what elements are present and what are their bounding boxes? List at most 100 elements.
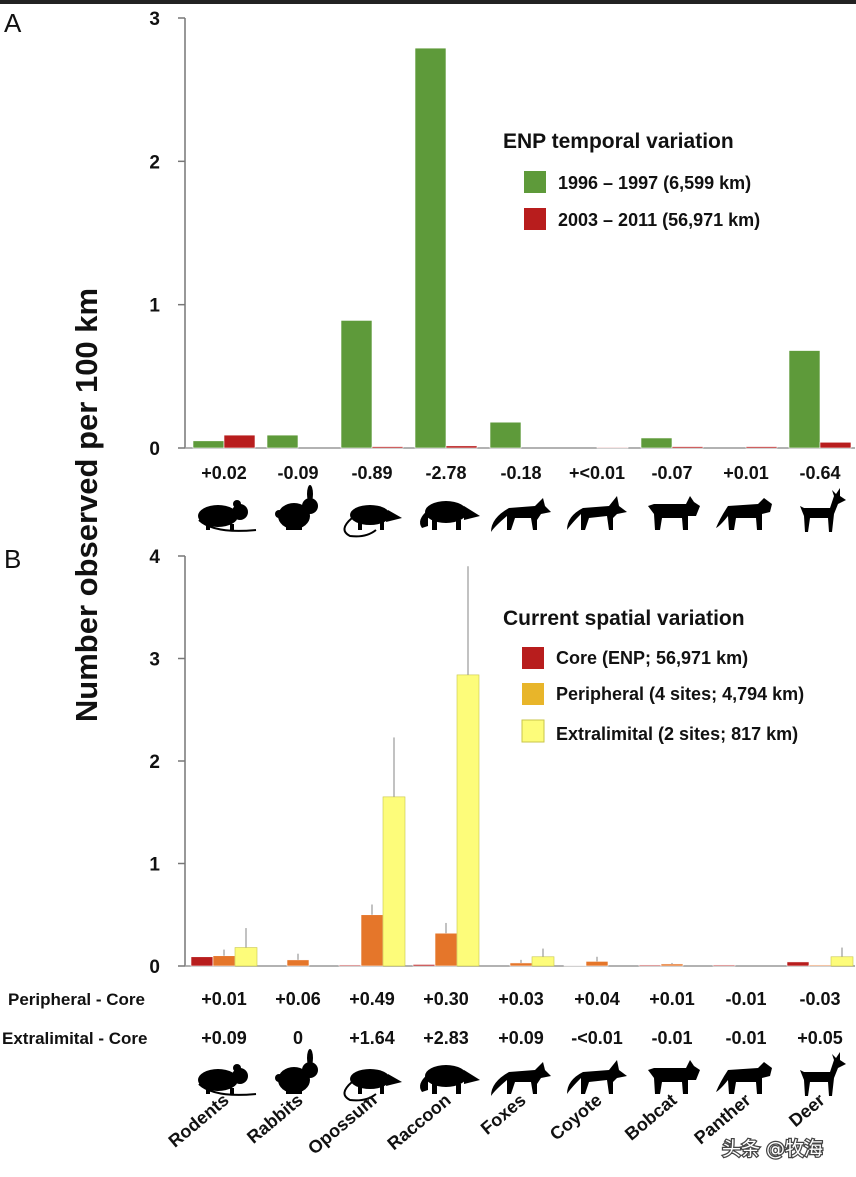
panel-a-rodent-icon xyxy=(198,500,257,532)
diff-b-extralimital-rodents: +0.09 xyxy=(201,1028,247,1048)
panel-a-letter: A xyxy=(4,8,22,38)
bar-a-opossum-2003-2011 xyxy=(371,446,404,449)
panel-b-tick-label: 4 xyxy=(149,547,160,568)
diff-b-extralimital-bobcat: -0.01 xyxy=(651,1028,692,1048)
panel-a-fox-icon xyxy=(491,498,551,532)
watermark: 头条 @牧海 xyxy=(721,1137,825,1162)
panel-b-letter: B xyxy=(4,544,21,574)
bar-a-raccoon-2003-2011 xyxy=(445,445,478,449)
bar-b-raccoon-core xyxy=(412,964,436,967)
legend-label-core: Core (ENP; 56,971 km) xyxy=(556,648,748,668)
bar-a-opossum-1996-1997 xyxy=(340,320,373,449)
legend-swatch-2003 xyxy=(524,208,546,230)
panel-b-chart: 0 1 2 3 4 Current spatial variation Core (EN… xyxy=(2,547,855,1158)
panel-b-bobcat-icon xyxy=(648,1060,700,1094)
diff-b-peripheral-bobcat: +0.01 xyxy=(649,989,695,1009)
panel-a-tick-label: 2 xyxy=(149,152,160,173)
bar-b-deer-peripheral xyxy=(808,964,832,967)
panel-a-differences: +0.02 -0.09 -0.89 -2.78 -0.18 +<0.01 -0.07 +0.0… xyxy=(201,463,840,483)
bar-a-panther-2003-2011 xyxy=(745,446,778,449)
panel-b-coyote-icon xyxy=(567,1060,627,1094)
bar-b-coyote-core xyxy=(563,965,587,967)
panel-b-legend-title: Current spatial variation xyxy=(503,607,745,630)
panel-a-rabbit-icon xyxy=(275,485,318,530)
panel-b-tick-label: 3 xyxy=(149,650,160,671)
category-label-opossum: Opossum xyxy=(304,1090,380,1159)
panel-b-panther-icon xyxy=(716,1062,772,1094)
panel-b-y-ticks: 0 1 2 3 4 xyxy=(149,547,185,978)
panel-a-panther-icon xyxy=(716,498,772,530)
legend-label-peripheral: Peripheral (4 sites; 4,794 km) xyxy=(556,684,804,704)
bar-b-deer-core xyxy=(786,961,810,967)
panel-a-raccoon-icon xyxy=(420,501,480,530)
legend-swatch-peripheral xyxy=(522,683,544,705)
legend-swatch-extralimital xyxy=(521,719,545,743)
panel-a-tick-label: 1 xyxy=(149,296,160,317)
diff-b-peripheral-opossum: +0.49 xyxy=(349,989,395,1009)
top-border xyxy=(0,0,856,4)
diff-b-peripheral-coyote: +0.04 xyxy=(574,989,620,1009)
panel-a-tick-label: 3 xyxy=(149,9,160,30)
bar-a-deer-1996-1997 xyxy=(788,350,821,449)
panel-a-y-ticks: 0 1 2 3 xyxy=(149,9,185,460)
panel-a-opossum-icon xyxy=(343,505,402,538)
diff-b-extralimital-deer: +0.05 xyxy=(797,1028,843,1048)
panel-a-icons xyxy=(198,485,846,538)
category-label-rabbits: Rabbits xyxy=(243,1090,306,1148)
panel-a-coyote-icon xyxy=(567,496,627,530)
panel-b-opossum-icon xyxy=(343,1069,402,1102)
panel-a-bobcat-icon xyxy=(648,496,700,530)
panel-b-deer-icon xyxy=(800,1052,846,1096)
legend-label-extralimital: Extralimital (2 sites; 817 km) xyxy=(556,724,798,744)
row-label-peripheral-core: Peripheral - Core xyxy=(8,990,145,1009)
category-label-bobcat: Bobcat xyxy=(621,1090,681,1145)
legend-swatch-core xyxy=(522,647,544,669)
panel-b-tick-label: 1 xyxy=(149,855,160,876)
diff-b-extralimital-rabbits: 0 xyxy=(293,1028,303,1048)
diff-b-peripheral-deer: -0.03 xyxy=(799,989,840,1009)
panel-a-legend-title: ENP temporal variation xyxy=(503,130,734,153)
diff-b-extralimital-panther: -0.01 xyxy=(725,1028,766,1048)
bar-b-bobcat-peripheral xyxy=(660,963,684,967)
diff-a-panther: +0.01 xyxy=(723,463,769,483)
bar-a-rodents-1996-1997 xyxy=(192,440,225,449)
bar-a-deer-2003-2011 xyxy=(819,441,852,449)
diff-a-foxes: -0.18 xyxy=(500,463,541,483)
panel-b-rodent-icon xyxy=(198,1064,257,1096)
diff-a-rodents: +0.02 xyxy=(201,463,247,483)
panel-b-bars xyxy=(190,566,854,967)
diff-a-opossum: -0.89 xyxy=(351,463,392,483)
bar-a-rabbits-1996-1997 xyxy=(266,434,299,449)
row-label-extralimital-core: Extralimital - Core xyxy=(2,1029,148,1048)
panel-b-tick-label: 0 xyxy=(149,957,160,978)
panel-a-bars xyxy=(192,47,852,449)
category-label-raccoon: Raccoon xyxy=(383,1090,454,1154)
bar-b-deer-extralimital xyxy=(830,956,854,967)
diff-b-peripheral-rabbits: +0.06 xyxy=(275,989,321,1009)
category-label-rodents: Rodents xyxy=(165,1090,233,1152)
bar-b-coyote-peripheral xyxy=(585,961,609,967)
diff-b-peripheral-raccoon: +0.30 xyxy=(423,989,469,1009)
panel-b-rabbit-icon xyxy=(275,1049,318,1094)
bar-b-foxes-extralimital xyxy=(531,956,555,967)
category-label-foxes: Foxes xyxy=(477,1090,530,1139)
panel-b-differences: +0.01 +0.06 +0.49 +0.30 +0.03 +0.04 +0.01 -0.01… xyxy=(201,989,843,1048)
diff-b-extralimital-coyote: -<0.01 xyxy=(571,1028,623,1048)
diff-a-rabbits: -0.09 xyxy=(277,463,318,483)
panel-a-legend: ENP temporal variation 1996 – 1997 (6,59… xyxy=(503,130,760,230)
bar-b-rabbits-peripheral xyxy=(286,959,310,967)
diff-a-bobcat: -0.07 xyxy=(651,463,692,483)
diff-b-peripheral-panther: -0.01 xyxy=(725,989,766,1009)
panel-b-raccoon-icon xyxy=(420,1065,480,1094)
bar-b-panther-core xyxy=(712,964,736,967)
bar-b-rodents-core xyxy=(190,956,214,967)
diff-b-extralimital-foxes: +0.09 xyxy=(498,1028,544,1048)
bar-b-foxes-peripheral xyxy=(509,962,533,967)
bar-b-rodents-extralimital xyxy=(234,947,258,967)
bar-b-rodents-peripheral xyxy=(212,955,236,967)
panel-a-tick-label: 0 xyxy=(149,439,160,460)
bar-b-raccoon-peripheral xyxy=(434,932,458,967)
bar-a-coyote-2003-2011 xyxy=(596,446,629,449)
watermark-text: 头条 @牧海 xyxy=(722,1138,823,1160)
